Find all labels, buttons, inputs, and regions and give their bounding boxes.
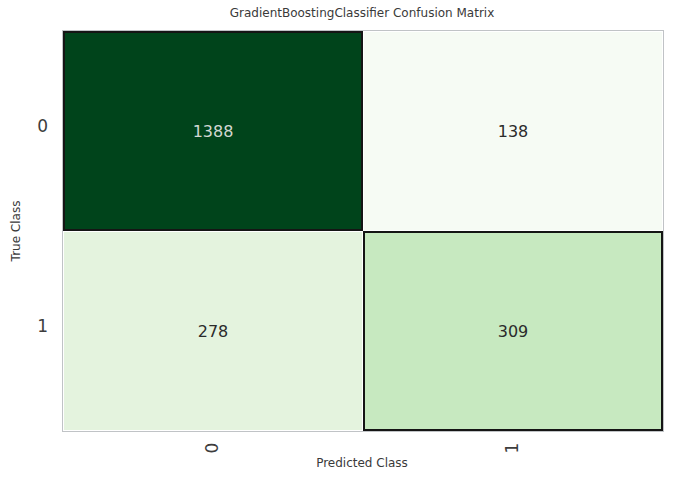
cell-value: 1388: [193, 122, 234, 141]
matrix-cell-true1-pred1: 309: [363, 231, 663, 431]
cell-value: 138: [498, 122, 529, 141]
x-axis-label: Predicted Class: [62, 456, 662, 470]
confusion-matrix-figure: GradientBoostingClassifier Confusion Mat…: [0, 0, 679, 488]
heatmap-plot: 1388 138 278 309: [62, 30, 664, 432]
y-tick-1: 1: [14, 316, 48, 336]
cell-value: 309: [498, 322, 529, 341]
y-axis-label: True Class: [9, 171, 23, 291]
cell-value: 278: [198, 322, 229, 341]
matrix-cell-true0-pred1: 138: [363, 31, 663, 231]
matrix-cell-true1-pred0: 278: [63, 231, 363, 431]
chart-title: GradientBoostingClassifier Confusion Mat…: [62, 6, 662, 20]
matrix-cell-true0-pred0: 1388: [63, 31, 363, 231]
y-tick-0: 0: [14, 116, 48, 136]
